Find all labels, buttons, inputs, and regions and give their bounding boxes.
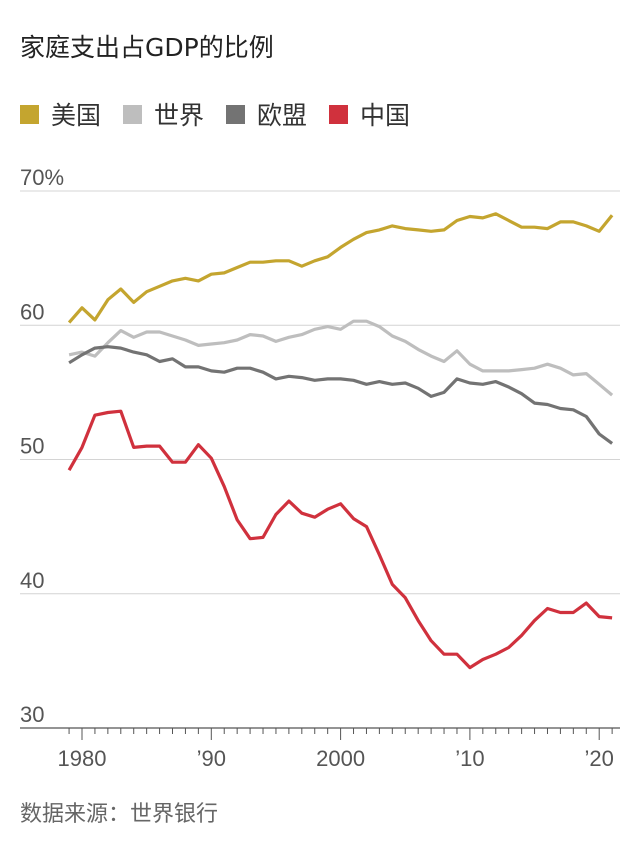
legend-swatch-us: [20, 104, 39, 124]
series-line-world: [68, 319, 614, 397]
legend-item-world: 世界: [123, 96, 204, 132]
series-line-eu: [68, 345, 614, 445]
x-tick-label: 2000: [316, 746, 365, 771]
legend-swatch-eu: [226, 104, 246, 124]
legend-label-us: 美国: [51, 101, 102, 130]
legend-swatch-china: [329, 104, 349, 124]
y-tick-label: 60: [20, 299, 44, 324]
series-line-us: [67, 212, 614, 324]
series-line-china: [67, 409, 613, 670]
legend-swatch-world: [123, 104, 143, 124]
x-tick-label: ’20: [585, 746, 614, 771]
legend-label-china: 中国: [360, 101, 411, 130]
legend: 美国 世界 欧盟 中国: [20, 96, 410, 132]
x-tick-label: ’10: [455, 746, 484, 771]
x-tick-label: 1980: [58, 746, 107, 771]
legend-item-china: 中国: [329, 96, 410, 132]
chart-title: 家庭支出占GDP的比例: [20, 33, 274, 62]
source-note: 数据来源：世界银行: [20, 802, 219, 827]
y-tick-label: 50: [20, 434, 44, 459]
y-tick-label: 30: [20, 702, 44, 727]
y-tick-label: 40: [20, 568, 44, 593]
legend-label-world: 世界: [154, 101, 205, 130]
x-tick-label: ’90: [197, 746, 226, 771]
legend-label-eu: 欧盟: [257, 101, 308, 130]
y-tick-label: 70%: [20, 165, 64, 190]
legend-item-eu: 欧盟: [226, 96, 307, 132]
legend-item-us: 美国: [20, 96, 101, 132]
